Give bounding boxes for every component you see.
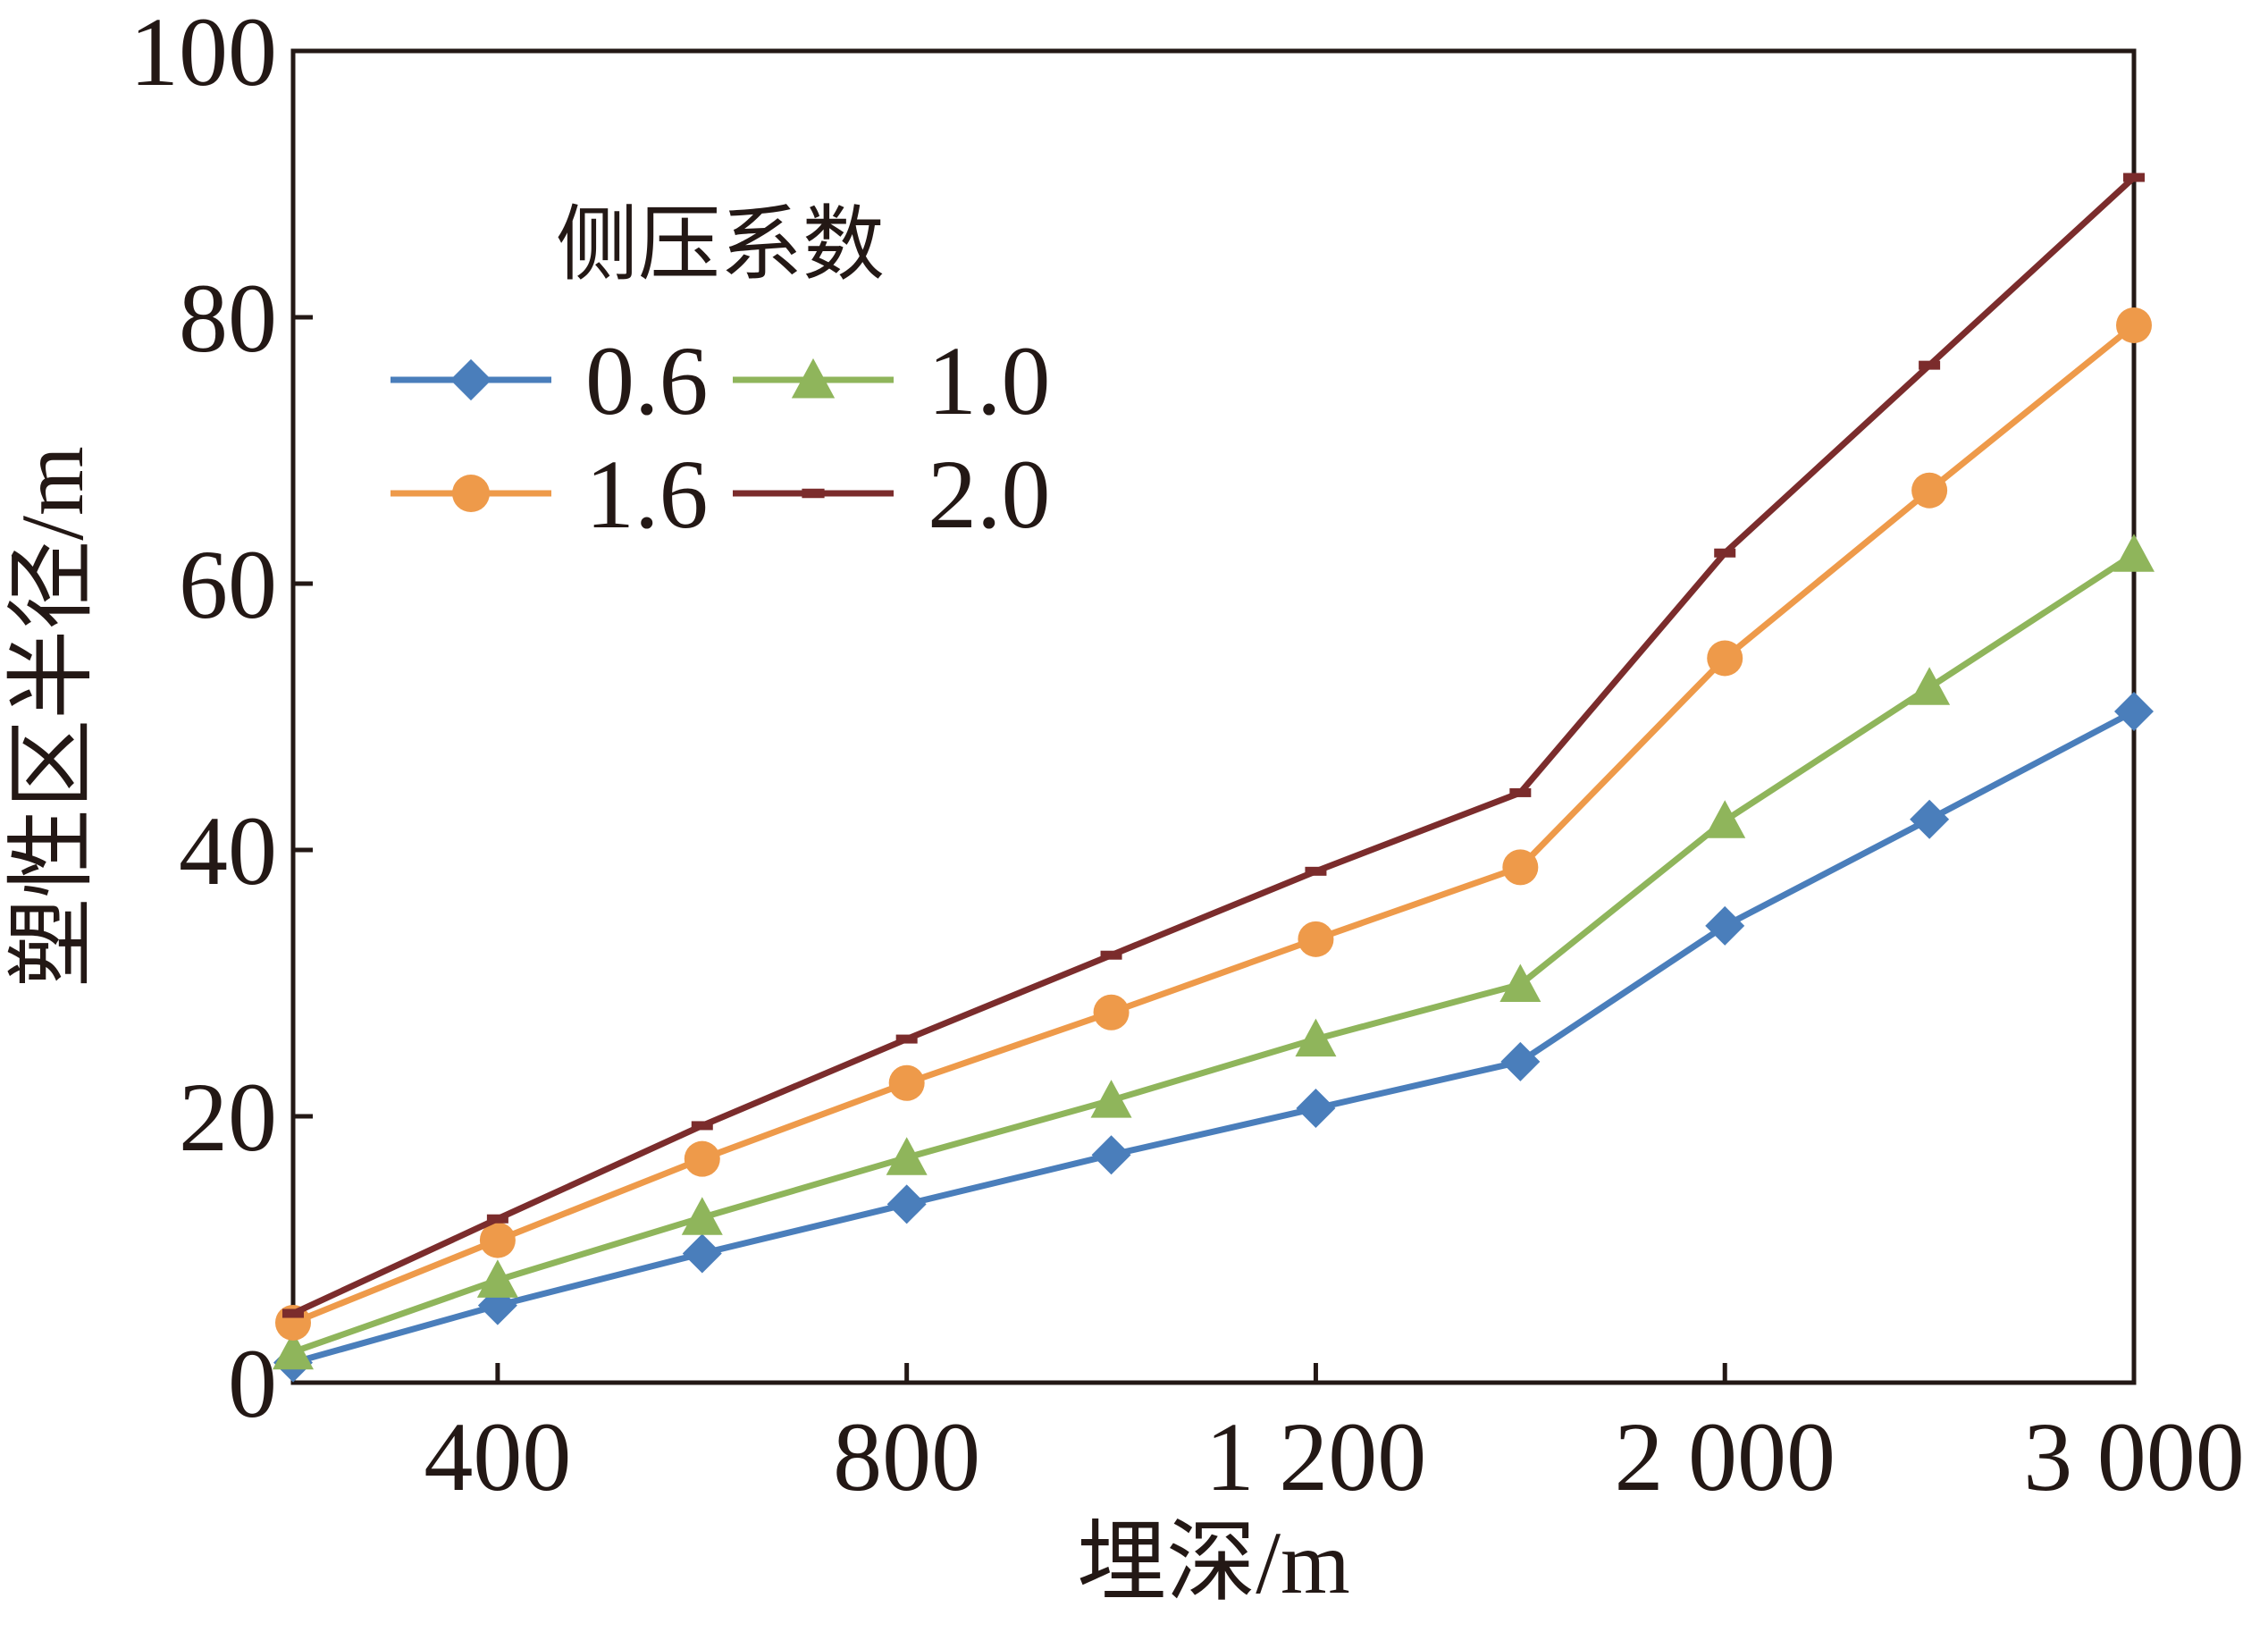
series-1.0 bbox=[273, 534, 2155, 1370]
marker-diamond bbox=[449, 358, 492, 401]
legend-title: 侧压系数 bbox=[556, 199, 885, 290]
marker-dash bbox=[2123, 172, 2145, 182]
x-axis-title: 埋深/m bbox=[1077, 1513, 1350, 1612]
marker-dash bbox=[282, 1308, 304, 1318]
series-layer bbox=[273, 172, 2155, 1383]
series-line bbox=[291, 551, 2136, 1356]
marker-diamond bbox=[2114, 692, 2154, 732]
marker-diamond bbox=[682, 1233, 722, 1274]
marker-circle bbox=[684, 1140, 720, 1177]
marker-triangle bbox=[681, 1197, 723, 1235]
marker-diamond bbox=[1296, 1089, 1336, 1129]
marker-dash bbox=[1919, 360, 1941, 370]
legend-item: 1.6 bbox=[391, 440, 709, 549]
marker-dash bbox=[1714, 548, 1736, 558]
series-line bbox=[292, 708, 2136, 1367]
legend-label: 0.6 bbox=[585, 326, 709, 435]
marker-dash bbox=[895, 1034, 918, 1044]
marker-triangle bbox=[2113, 534, 2155, 572]
marker-triangle bbox=[476, 1259, 518, 1298]
legend-label: 1.6 bbox=[585, 440, 709, 549]
marker-circle bbox=[1298, 921, 1334, 957]
marker-triangle bbox=[1090, 1080, 1132, 1118]
y-axis-title: 塑性区半径/m bbox=[3, 446, 102, 988]
marker-dash bbox=[1305, 866, 1327, 876]
x-axis-ticks: 400 800 1 200 2 000 3 000 bbox=[424, 1363, 2245, 1511]
marker-triangle bbox=[1499, 963, 1541, 1003]
series-0.6 bbox=[273, 692, 2154, 1383]
marker-diamond bbox=[1910, 799, 1950, 839]
marker-dash bbox=[1100, 950, 1122, 960]
marker-triangle bbox=[1704, 800, 1746, 838]
y-tick-label: 20 bbox=[179, 1063, 277, 1172]
series-line bbox=[291, 174, 2137, 1317]
marker-triangle bbox=[791, 358, 836, 399]
marker-dash bbox=[691, 1121, 713, 1131]
marker-circle bbox=[1707, 640, 1743, 677]
x-tick-label: 400 bbox=[424, 1402, 571, 1511]
y-tick-label: 40 bbox=[179, 796, 277, 905]
x-tick-label: 3 000 bbox=[2023, 1402, 2245, 1511]
y-tick-label: 0 bbox=[228, 1329, 277, 1438]
marker-circle bbox=[888, 1064, 925, 1101]
marker-circle bbox=[2116, 307, 2152, 343]
y-tick-label: 100 bbox=[130, 0, 277, 106]
marker-circle bbox=[1093, 994, 1130, 1031]
marker-dash bbox=[802, 488, 825, 499]
legend: 0.6 1.0 1.6 2.0 bbox=[391, 326, 1051, 549]
y-axis-ticks: 0 20 40 60 80 100 bbox=[130, 0, 313, 1438]
series-line bbox=[291, 323, 2137, 1326]
marker-diamond bbox=[1705, 905, 1745, 946]
marker-circle bbox=[1502, 849, 1539, 886]
marker-diamond bbox=[886, 1184, 927, 1224]
legend-label: 1.0 bbox=[928, 326, 1051, 435]
marker-circle bbox=[1911, 472, 1948, 509]
y-tick-label: 80 bbox=[179, 264, 277, 373]
marker-diamond bbox=[1091, 1135, 1131, 1175]
x-tick-label: 800 bbox=[833, 1402, 980, 1511]
y-tick-label: 60 bbox=[179, 530, 277, 639]
marker-triangle bbox=[886, 1137, 928, 1175]
x-tick-label: 2 000 bbox=[1614, 1402, 1835, 1511]
marker-triangle bbox=[1909, 667, 1951, 705]
marker-dash bbox=[1509, 787, 1532, 797]
legend-label: 2.0 bbox=[928, 440, 1051, 549]
marker-diamond bbox=[1500, 1041, 1541, 1081]
marker-triangle bbox=[273, 1331, 314, 1370]
x-tick-label: 1 200 bbox=[1205, 1402, 1427, 1511]
marker-circle bbox=[452, 475, 490, 512]
marker-dash bbox=[486, 1214, 508, 1224]
legend-item: 1.0 bbox=[733, 326, 1051, 435]
legend-item: 2.0 bbox=[733, 440, 1051, 549]
series-2.0 bbox=[282, 172, 2145, 1318]
marker-circle bbox=[479, 1222, 516, 1258]
legend-item: 0.6 bbox=[391, 326, 709, 435]
marker-triangle bbox=[1295, 1018, 1337, 1057]
series-1.6 bbox=[275, 307, 2152, 1341]
